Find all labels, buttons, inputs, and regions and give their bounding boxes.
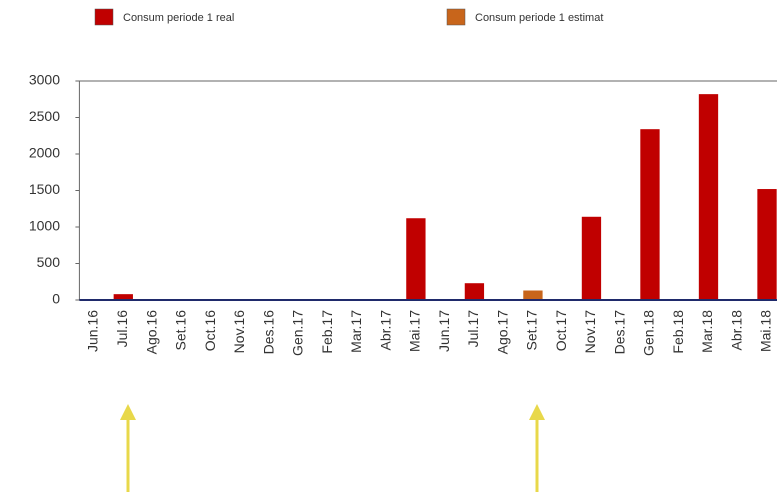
x-tick-label: Ago.17 [494,310,510,355]
x-tick-label: Jun.16 [85,310,101,352]
x-tick-label: Abr.18 [728,310,744,351]
y-tick-label: 1500 [29,181,60,197]
x-tick-label: Feb.18 [670,310,686,354]
x-tick-label: Mai.17 [407,310,423,352]
x-tick-label: Gen.17 [290,310,306,356]
y-tick-label: 3000 [29,72,60,88]
x-tick-label: Feb.17 [319,310,335,354]
annotation-arrows [120,404,545,492]
legend-swatch [94,8,114,26]
bar [406,218,426,300]
x-tick-label: Des.16 [260,310,276,355]
x-tick-label: Ago.16 [143,310,159,355]
legend-swatch [446,8,466,26]
bar [757,189,777,300]
x-tick-label: Abr.17 [377,310,393,351]
x-tick-label: Des.17 [611,310,627,355]
bar [640,129,660,300]
bar [113,294,133,300]
bar [464,283,485,300]
y-tick-label: 500 [37,254,61,270]
x-tick-label: Nov.16 [231,310,247,354]
x-tick-label: Oct.17 [553,310,569,351]
x-tick-label: Mar.17 [348,310,364,353]
x-tick-label: Set.16 [173,310,189,351]
bar [523,290,543,300]
x-tick-label: Mar.18 [699,310,715,353]
x-tick-label: Oct.16 [202,310,218,351]
bar [698,94,719,300]
plot-frame [78,80,777,301]
x-tick-label: Nov.17 [582,310,598,354]
x-tick-label: Jul.16 [114,310,130,348]
y-tick-label: 1000 [29,218,60,234]
x-tick-label: Set.17 [524,310,540,351]
bar [581,216,602,300]
y-tick-label: 2500 [29,108,60,124]
y-tick-label: 0 [52,291,60,307]
x-tick-label: Mai.18 [758,310,774,352]
x-tick-label: Gen.18 [641,310,657,356]
legend-label: Consum periode 1 estimat [475,12,603,24]
legend-label: Consum periode 1 real [123,12,234,24]
y-tick-label: 2000 [29,145,60,161]
x-tick-label: Jun.17 [436,310,452,352]
x-tick-label: Jul.17 [465,310,481,348]
